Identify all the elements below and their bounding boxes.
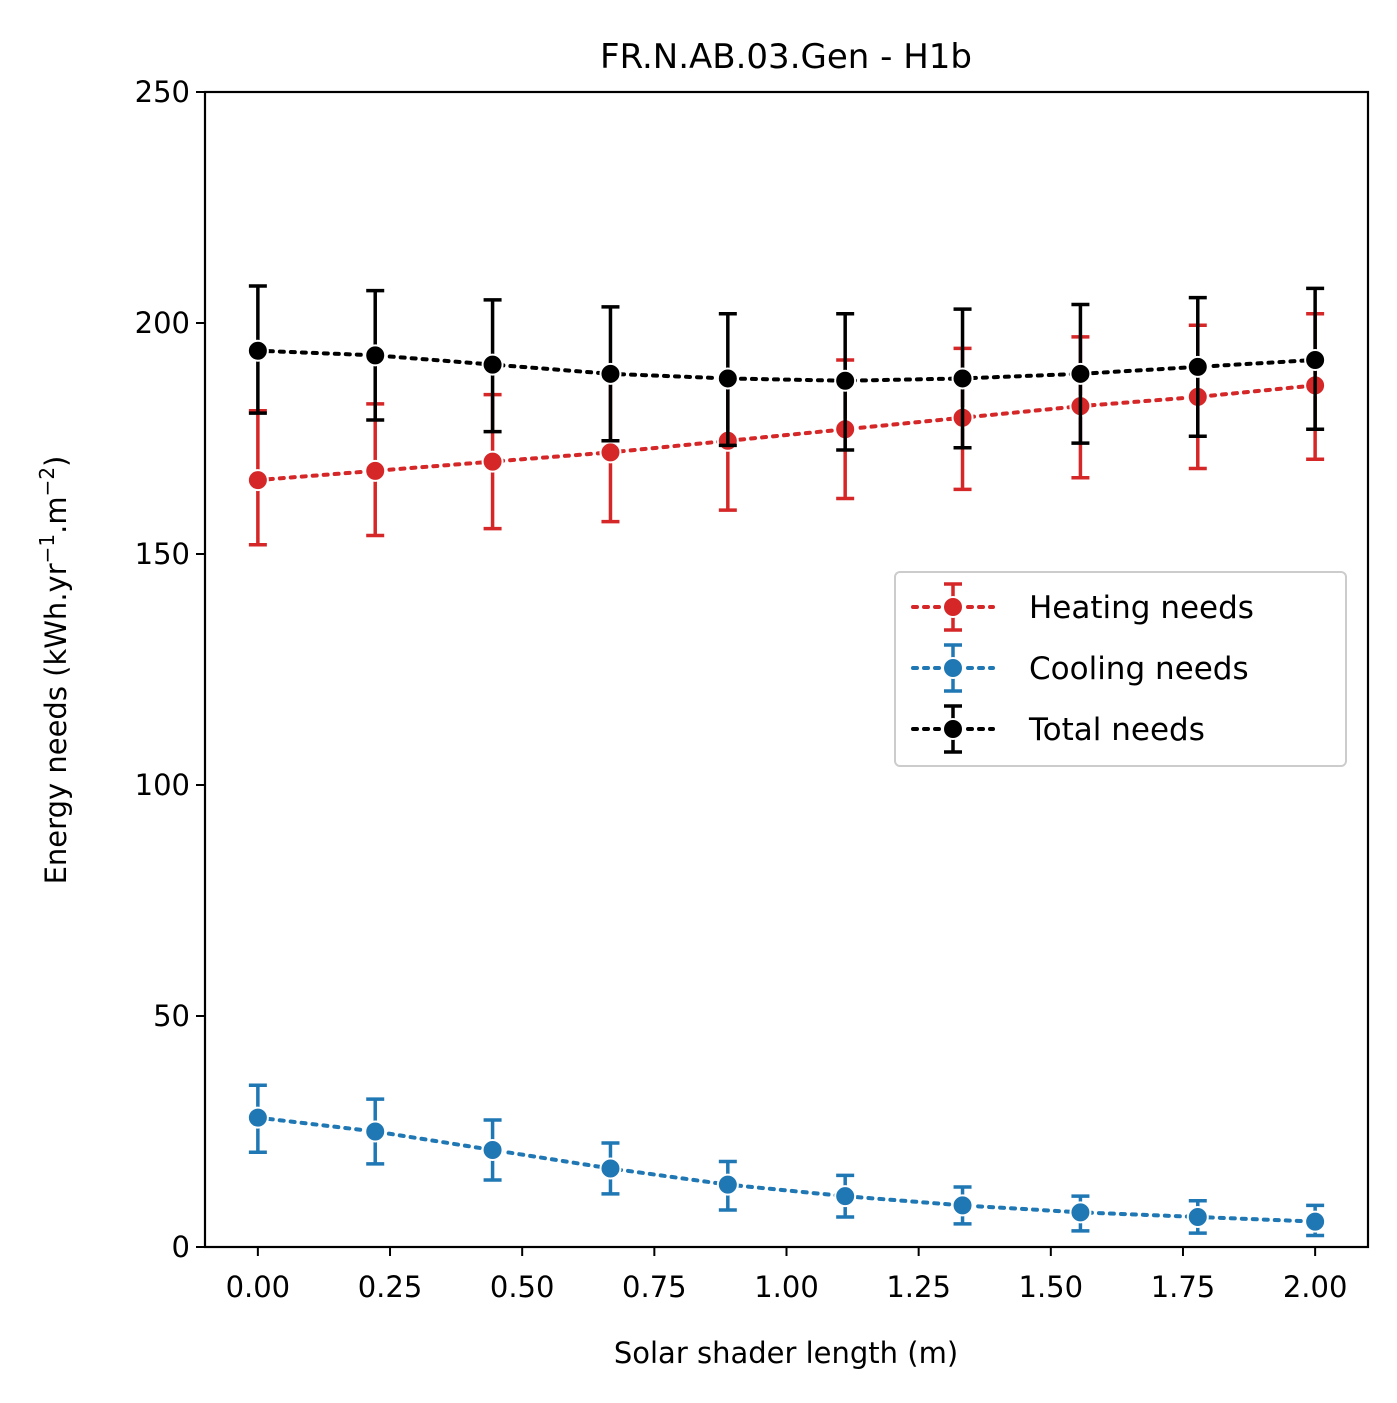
data-point <box>246 1106 269 1129</box>
x-tick-label: 0.50 <box>490 1270 555 1304</box>
data-point <box>364 344 387 367</box>
plot-marks <box>246 284 1327 1238</box>
x-tick-label: 1.25 <box>886 1270 951 1304</box>
legend-entry: Heating needs <box>911 582 1254 632</box>
x-axis: 0.00 0.25 0.50 0.75 1.00 1.25 1.50 1.75 2.00 <box>226 1247 1348 1304</box>
legend-label: Total needs <box>1028 712 1205 748</box>
legend: Heating needs Cooling needs Total needs <box>894 571 1347 767</box>
x-tick-label: 0.75 <box>622 1270 687 1304</box>
data-point <box>481 450 504 473</box>
x-tick-label: 1.50 <box>1019 1270 1084 1304</box>
y-axis-label-sup2: −2 <box>35 467 59 496</box>
data-point <box>364 1120 387 1143</box>
x-tick-label: 2.00 <box>1283 1270 1348 1304</box>
y-tick-label: 150 <box>135 537 190 571</box>
data-point <box>834 1185 857 1208</box>
y-axis-label: Energy needs (kWh.yr−1.m−2) <box>35 456 73 885</box>
y-axis-label-mid: .m <box>39 496 73 533</box>
legend-entry: Total needs <box>911 704 1205 754</box>
legend-marker <box>942 718 964 740</box>
y-axis-label-end: ) <box>39 456 73 467</box>
data-point <box>246 339 269 362</box>
legend-marker <box>942 657 964 679</box>
data-point <box>716 367 739 390</box>
data-point <box>1304 348 1327 371</box>
series-line <box>255 348 1318 383</box>
y-axis-label-main: Energy needs (kWh.yr <box>39 563 73 884</box>
data-point <box>599 441 622 464</box>
series-line <box>255 1115 1318 1224</box>
data-point <box>481 1138 504 1161</box>
y-tick-label: 200 <box>135 306 190 340</box>
series-heating-needs <box>246 312 1327 547</box>
y-tick-label: 0 <box>172 1230 190 1264</box>
y-tick-label: 50 <box>153 999 190 1033</box>
series-cooling-needs <box>246 1083 1327 1238</box>
y-axis-label-sup1: −1 <box>35 534 59 563</box>
x-tick-label: 1.00 <box>754 1270 819 1304</box>
chart-title: FR.N.AB.03.Gen - H1b <box>600 37 972 77</box>
series-total-needs <box>246 284 1327 452</box>
legend-entry: Cooling needs <box>911 643 1249 693</box>
data-point <box>246 469 269 492</box>
data-point <box>716 1173 739 1196</box>
data-point <box>951 367 974 390</box>
y-tick-label: 100 <box>135 768 190 802</box>
data-point <box>599 362 622 385</box>
data-point <box>1069 1201 1092 1224</box>
x-axis-label: Solar shader length (m) <box>614 1336 958 1370</box>
series-line <box>255 383 1318 483</box>
data-point <box>951 1194 974 1217</box>
x-tick-label: 1.75 <box>1151 1270 1216 1304</box>
data-point <box>1069 362 1092 385</box>
data-point <box>1304 1210 1327 1233</box>
data-point <box>599 1157 622 1180</box>
data-point <box>834 369 857 392</box>
y-axis: 0 50 100 150 200 250 <box>135 75 205 1264</box>
data-point <box>1186 355 1209 378</box>
data-point <box>1186 1205 1209 1228</box>
x-tick-label: 0.00 <box>226 1270 291 1304</box>
data-point <box>481 353 504 376</box>
x-tick-label: 0.25 <box>358 1270 423 1304</box>
legend-label: Cooling needs <box>1029 651 1249 687</box>
legend-frame <box>894 571 1347 767</box>
data-point <box>364 459 387 482</box>
legend-marker <box>942 596 964 618</box>
legend-label: Heating needs <box>1029 590 1254 626</box>
y-tick-label: 250 <box>135 75 190 109</box>
